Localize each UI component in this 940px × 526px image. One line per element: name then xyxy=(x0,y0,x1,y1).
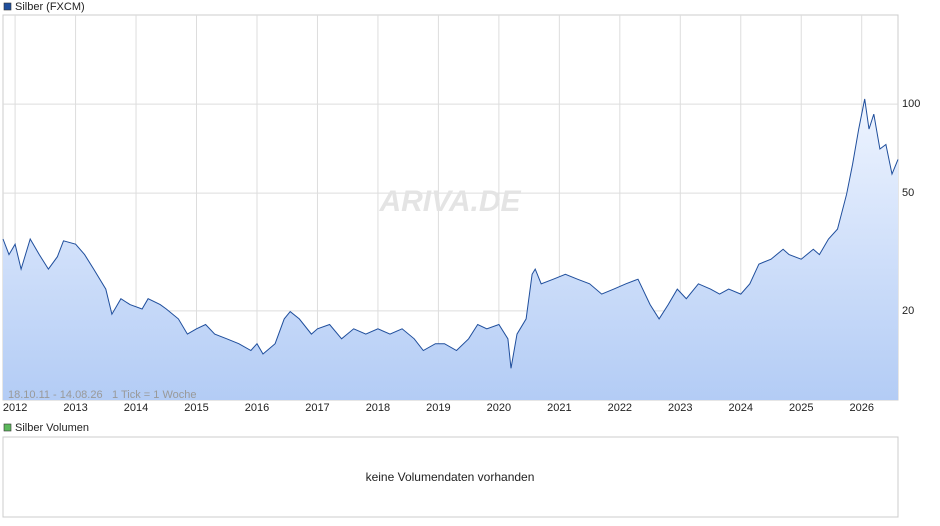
tick-note: 1 Tick = 1 Woche xyxy=(112,389,196,401)
x-tick-label: 2017 xyxy=(305,402,329,414)
x-tick-label: 2020 xyxy=(487,402,511,414)
x-tick-label: 2012 xyxy=(3,402,27,414)
price-area xyxy=(3,99,898,400)
volume-panel xyxy=(2,436,899,518)
price-line xyxy=(2,98,899,369)
legend-label: Silber Volumen xyxy=(15,422,89,434)
legend-label: Silber (FXCM) xyxy=(15,1,85,13)
x-tick-label: 2014 xyxy=(124,402,148,414)
x-tick-label: 2016 xyxy=(245,402,269,414)
date-range: 18.10.11 - 14.08.26 xyxy=(8,389,103,401)
x-tick-label: 2015 xyxy=(184,402,208,414)
y-tick-label: 50 xyxy=(902,187,914,199)
legend-swatch xyxy=(3,423,12,432)
x-tick-label: 2026 xyxy=(849,402,873,414)
x-tick-label: 2013 xyxy=(63,402,87,414)
x-tick-label: 2018 xyxy=(366,402,390,414)
watermark: ARIVA.DE xyxy=(378,185,521,218)
x-tick-label: 2019 xyxy=(426,402,450,414)
x-tick-label: 2024 xyxy=(729,402,753,414)
legend-swatch xyxy=(3,2,12,11)
y-tick-label: 100 xyxy=(902,98,920,110)
volume-message: keine Volumendaten vorhanden xyxy=(366,470,535,484)
x-tick-label: 2025 xyxy=(789,402,813,414)
y-tick-label: 20 xyxy=(902,305,914,317)
x-tick-label: 2021 xyxy=(547,402,571,414)
x-tick-label: 2022 xyxy=(608,402,632,414)
x-tick-label: 2023 xyxy=(668,402,692,414)
